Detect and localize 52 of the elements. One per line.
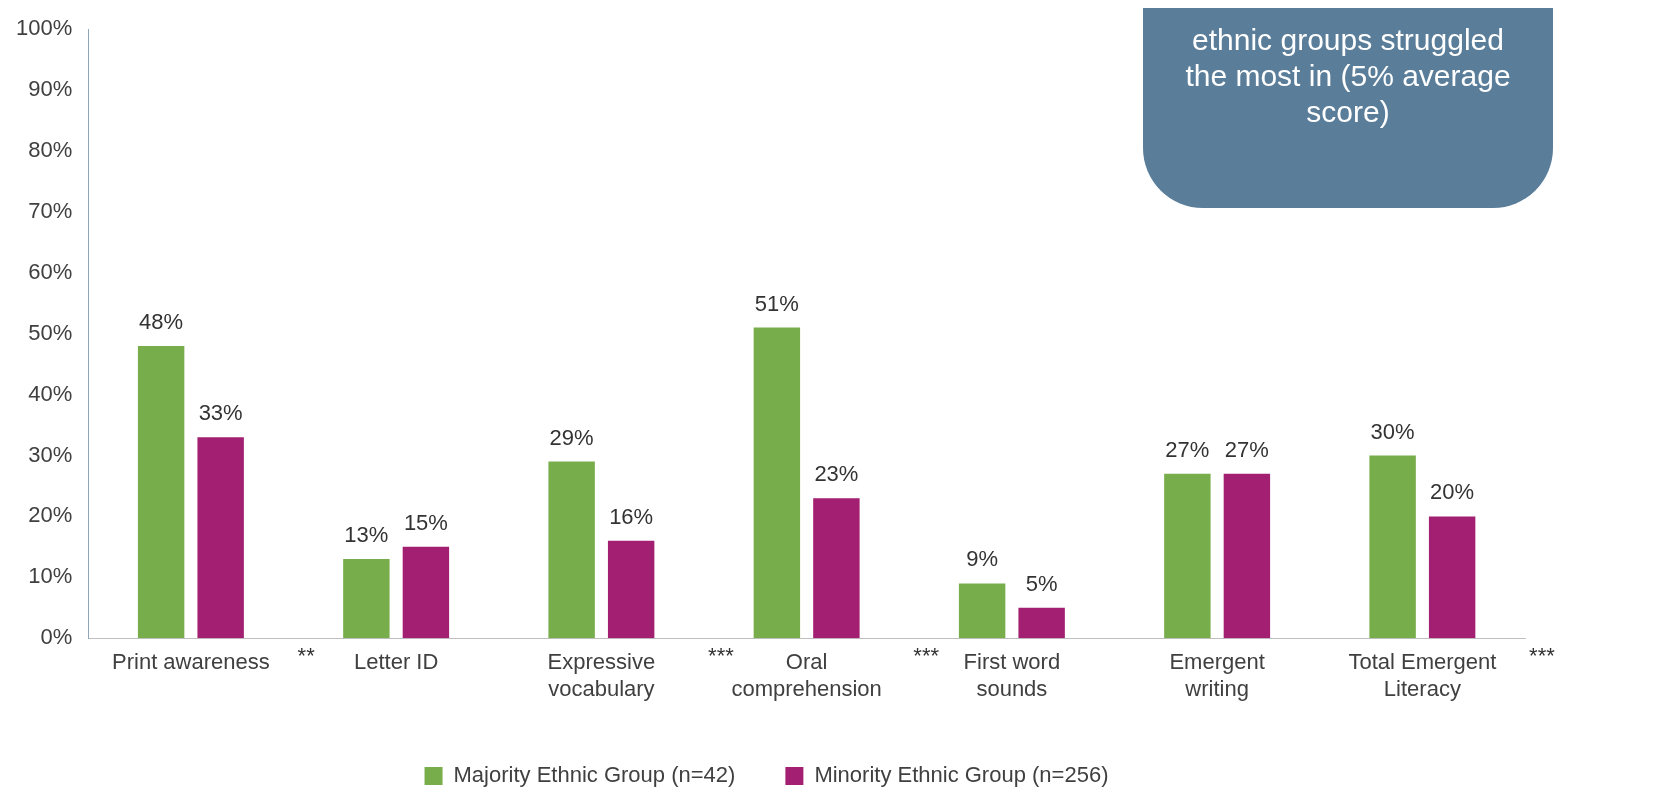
y-tick-label: 100% xyxy=(15,15,73,41)
y-tick-label: 40% xyxy=(28,380,73,406)
annotation: ethnic groups struggled the most in (5% average score) xyxy=(1184,22,1512,130)
legend-label: Minority Ethnic Group (n=256) xyxy=(814,762,1109,788)
text: *** xyxy=(913,643,940,669)
data-label: 27% xyxy=(1165,436,1210,462)
bar xyxy=(1223,473,1271,639)
text: *** xyxy=(1529,643,1556,669)
legend-label: Majority Ethnic Group (n=42) xyxy=(453,762,736,788)
y-tick-label: 20% xyxy=(28,502,73,528)
y-tick-label: 50% xyxy=(28,319,73,345)
data-label: 51% xyxy=(754,290,799,316)
y-tick-label: 70% xyxy=(28,197,73,223)
text: *** xyxy=(708,643,735,669)
x-tick-label: First word sounds xyxy=(963,649,1061,701)
data-label: 15% xyxy=(403,509,448,535)
data-label: 13% xyxy=(344,522,389,548)
data-label: 29% xyxy=(549,424,594,450)
y-tick-label: 80% xyxy=(28,137,73,163)
data-label: 9% xyxy=(966,546,999,572)
data-label: 48% xyxy=(139,308,184,334)
x-tick-label: Expressive vocabulary xyxy=(547,649,656,701)
bar xyxy=(137,345,185,639)
bar xyxy=(402,546,450,639)
bar xyxy=(1369,455,1416,639)
bar xyxy=(548,461,595,639)
bar xyxy=(1018,607,1065,639)
y-tick-label: 10% xyxy=(28,563,73,589)
data-label: 20% xyxy=(1430,479,1475,505)
bar xyxy=(1428,516,1476,639)
bar xyxy=(197,437,244,639)
x-tick-label: Letter ID xyxy=(353,649,439,675)
data-label: 16% xyxy=(609,503,654,529)
text: ** xyxy=(297,643,316,669)
y-tick-label: 90% xyxy=(28,76,73,102)
bar xyxy=(607,540,655,639)
y-tick-label: 0% xyxy=(40,624,73,650)
y-tick-label: 30% xyxy=(28,441,73,467)
data-label: 30% xyxy=(1370,418,1415,444)
bar xyxy=(958,583,1006,639)
bar xyxy=(343,559,390,639)
bar xyxy=(1164,473,1211,639)
data-label: 5% xyxy=(1025,570,1058,596)
bar xyxy=(753,327,801,639)
data-label: 33% xyxy=(198,400,243,426)
data-label: 27% xyxy=(1224,436,1269,462)
x-tick-label: Print awareness xyxy=(112,649,270,675)
bar xyxy=(813,498,860,639)
x-tick-label: Emergent writing xyxy=(1169,649,1265,701)
data-label: 23% xyxy=(814,461,859,487)
y-tick-label: 60% xyxy=(28,258,73,284)
x-tick-label: Total Emergent Literacy xyxy=(1348,649,1497,701)
